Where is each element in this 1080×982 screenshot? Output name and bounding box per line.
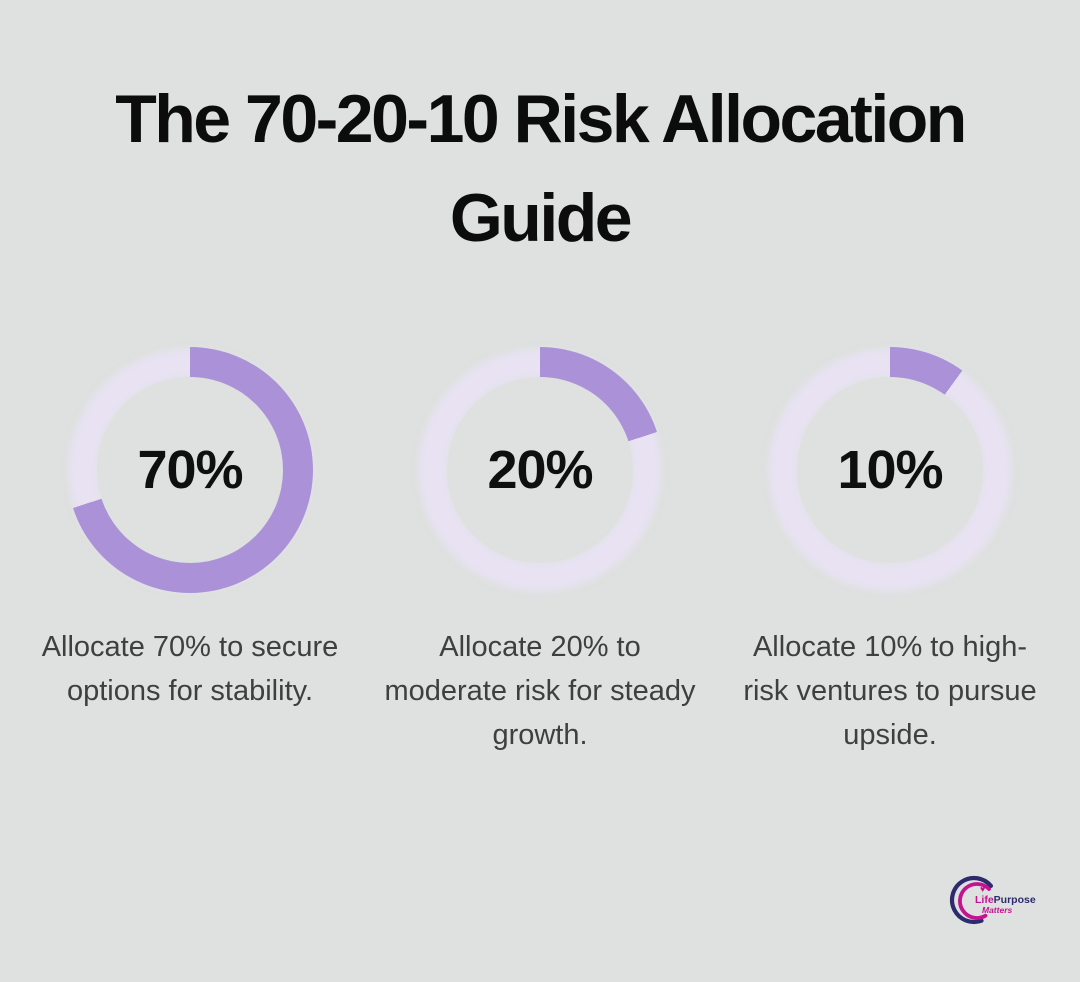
allocation-column-10: 10% Allocate 10% to high-risk ventures t… — [734, 347, 1046, 757]
allocation-column-70: 70% Allocate 70% to secure options for s… — [34, 347, 346, 757]
donut-hole: 20% — [447, 377, 633, 564]
page-title-line2: Guide — [449, 179, 633, 256]
donut-chart-70: 70% — [67, 347, 313, 594]
page-title: The 70-20-10 Risk Allocation Guide — [25, 70, 1055, 267]
donut-percentage-label: 10% — [837, 440, 943, 501]
logo-brand-text: LifePurpose — [975, 894, 1036, 906]
allocation-caption-10: Allocate 10% to high-risk ventures to pu… — [743, 631, 1037, 752]
page-title-line1: The 70-20-10 Risk Allocation — [115, 81, 967, 157]
logo-outer-crescent-icon — [949, 875, 993, 925]
logo-heart-icon: ♥ — [980, 884, 985, 894]
lifepurpose-matters-logo: ♥ LifePurpose Matters — [949, 875, 1040, 928]
logo-tagline-text: Matters — [982, 905, 1013, 915]
logo-inner-crescent-icon — [958, 882, 991, 920]
logo-brand-life: Life — [975, 894, 994, 906]
donut-chart-20: 20% — [417, 347, 663, 594]
donut-percentage-label: 70% — [137, 440, 243, 501]
donut-chart-10: 10% — [767, 347, 1013, 594]
allocation-caption-70: Allocate 70% to secure options for stabi… — [41, 631, 339, 708]
donut-charts-row: 70% Allocate 70% to secure options for s… — [0, 347, 1080, 757]
allocation-caption-20: Allocate 20% to moderate risk for steady… — [384, 631, 696, 752]
logo-brand-purpose: Purpose — [994, 894, 1036, 906]
allocation-column-20: 20% Allocate 20% to moderate risk for st… — [384, 347, 696, 757]
donut-hole: 70% — [97, 377, 283, 564]
donut-hole: 10% — [797, 377, 983, 564]
logo-crescents-icon: ♥ LifePurpose Matters — [949, 875, 1036, 925]
donut-percentage-label: 20% — [487, 440, 593, 501]
